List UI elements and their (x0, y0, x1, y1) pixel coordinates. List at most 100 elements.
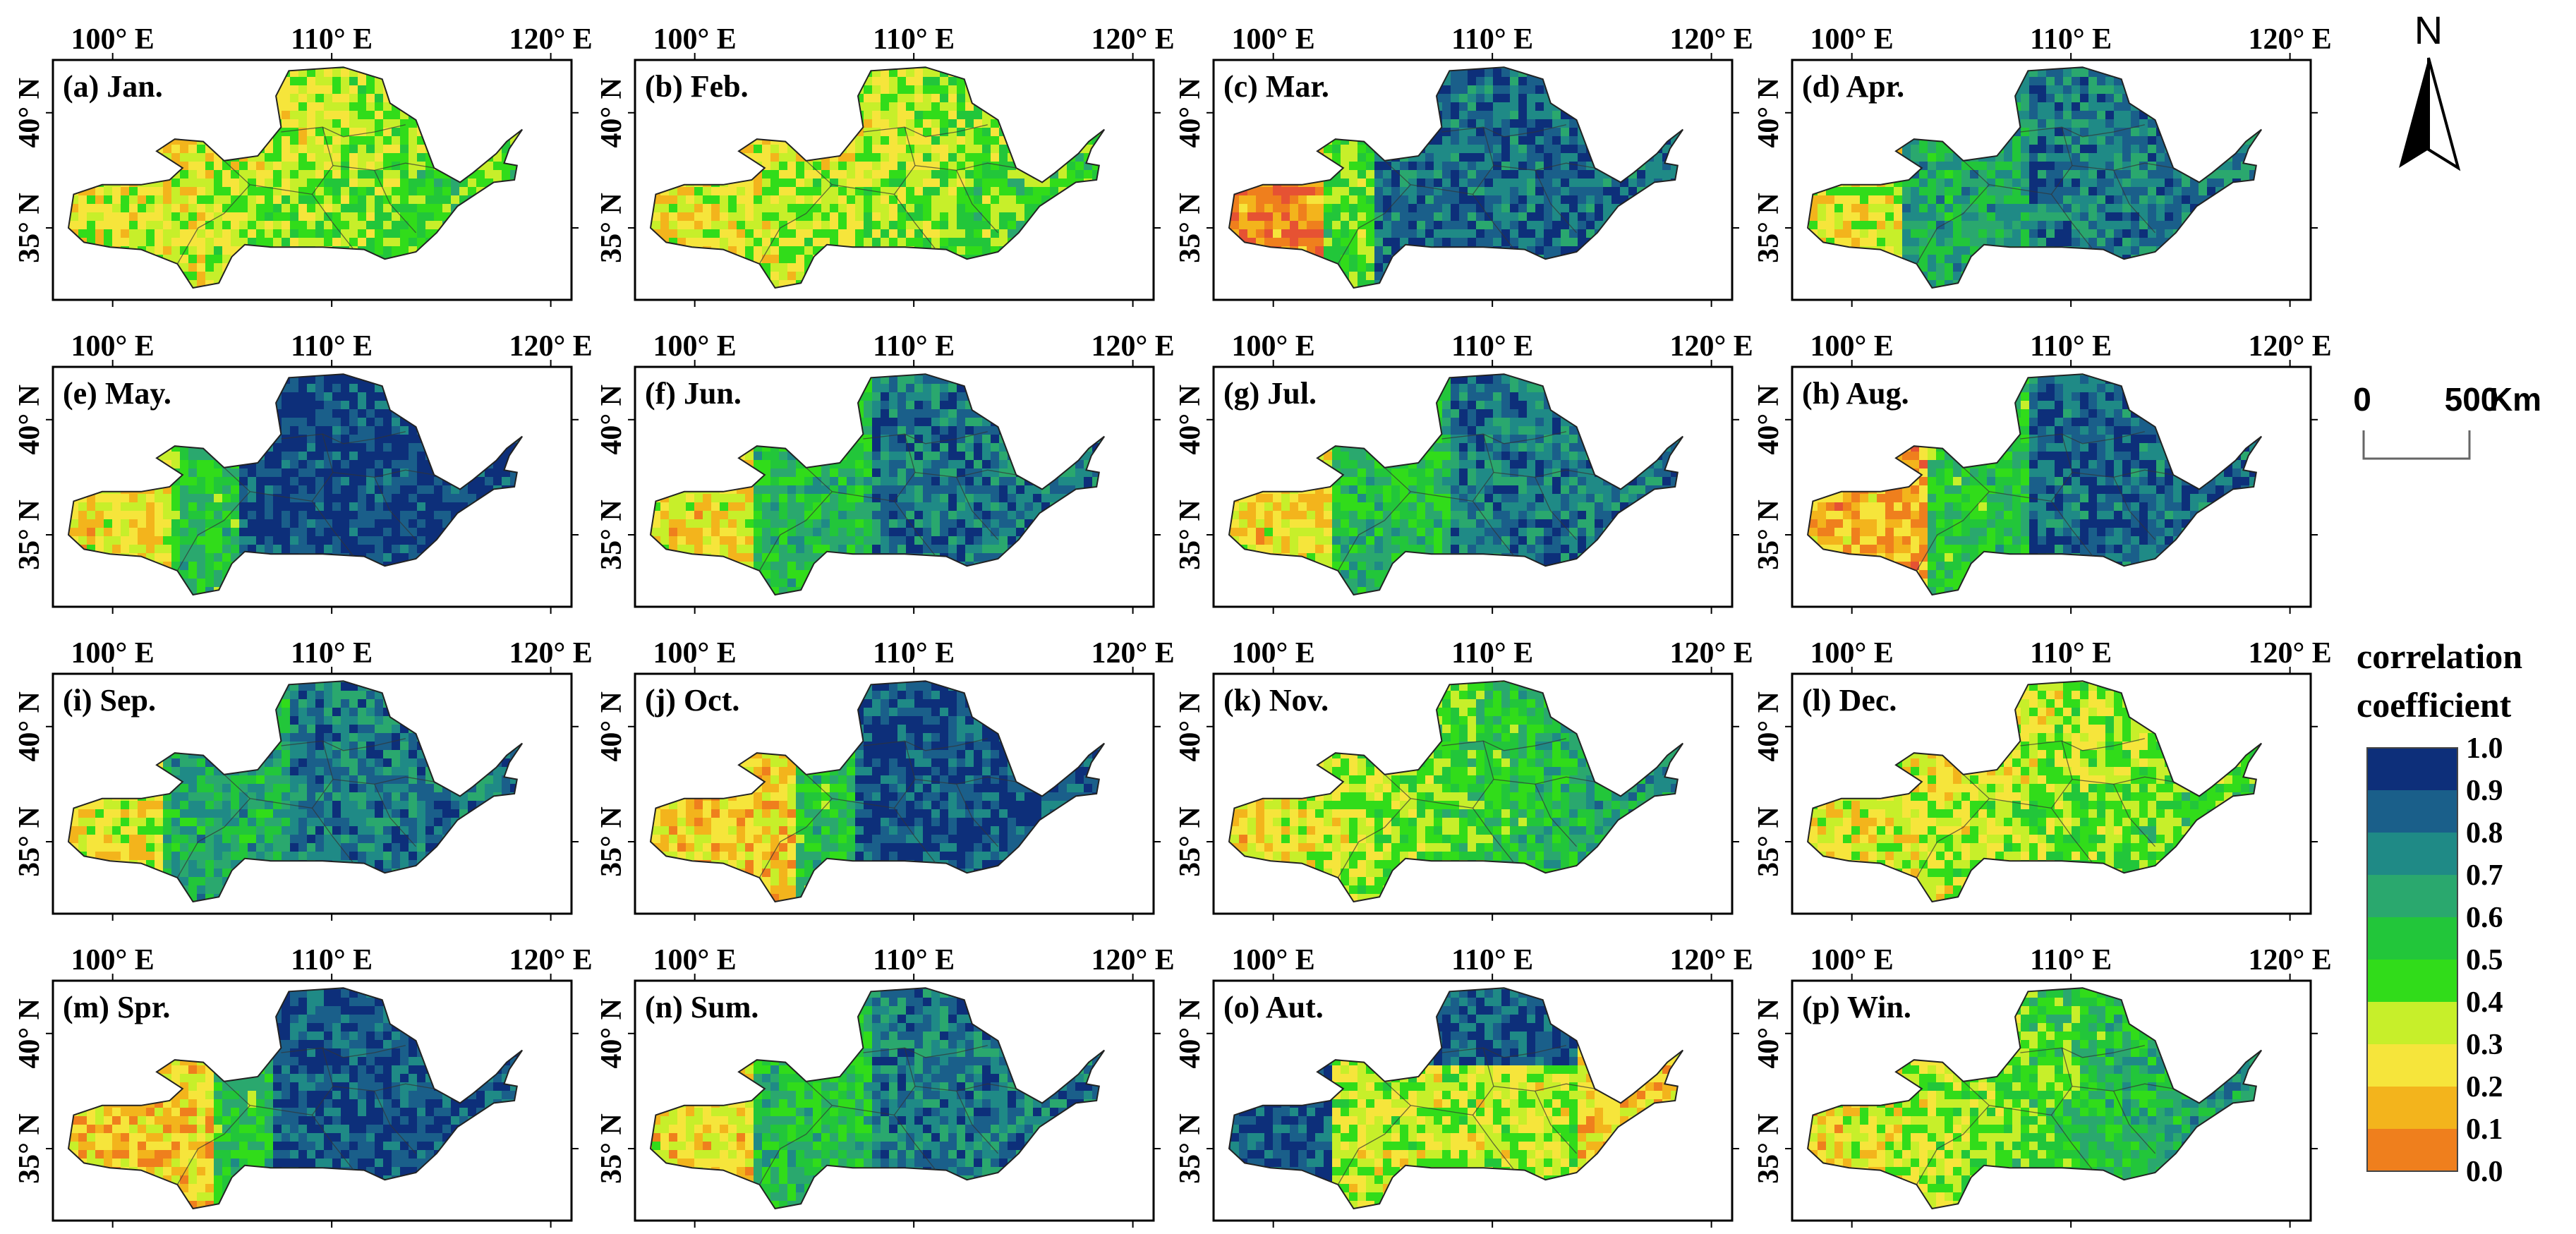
sub-basin-boundary (374, 784, 416, 847)
sub-basin-boundary (2020, 124, 2145, 138)
x-tick-label: 100° E (1810, 944, 1894, 976)
sub-basin-boundary (956, 477, 998, 540)
x-tick-label: 120° E (2248, 637, 2331, 670)
sub-basin-boundary (176, 798, 250, 878)
map-panel: 100° E 110° E 120° E 40° N 35° N (h) Aug. (1753, 330, 2332, 614)
x-tick-label: 110° E (291, 23, 373, 56)
sub-basin-boundary (956, 170, 998, 234)
sub-basin-boundary (1493, 776, 1595, 785)
sub-basin-boundary (1535, 784, 1577, 847)
legend-tick-label: 0.7 (2466, 859, 2503, 892)
x-tick-label: 110° E (2030, 330, 2112, 363)
sub-basin-boundary (2072, 1083, 2174, 1092)
basin-outline (1807, 373, 2263, 596)
legend-tick-label: 0.6 (2466, 902, 2503, 934)
panel-label: (k) Nov. (1223, 683, 1329, 718)
sub-basin-boundary (1384, 1081, 1473, 1116)
panel-label: (m) Spr. (63, 990, 170, 1024)
basin-outline (649, 373, 1106, 596)
y-tick-label: 40° N (595, 998, 628, 1069)
sub-basin-boundary (2113, 1091, 2155, 1154)
x-tick-label: 110° E (291, 944, 373, 976)
y-tick-label: 35° N (1753, 806, 1785, 877)
sub-basin-boundary (332, 776, 435, 785)
legend-color-bin (2367, 960, 2457, 1002)
sub-basin-boundary (956, 784, 998, 847)
x-tick-label: 120° E (1091, 944, 1174, 976)
y-tick-label: 35° N (13, 806, 46, 877)
basin-outline (67, 987, 524, 1210)
legend-tick-label: 0.5 (2466, 944, 2503, 976)
legend-color-bin (2367, 748, 2457, 790)
basin-outline (1807, 66, 2263, 289)
sub-basin-boundary (863, 124, 988, 138)
sub-basin-boundary (2020, 1045, 2145, 1058)
sub-basin-boundary (374, 477, 416, 540)
basin-outline (67, 66, 524, 289)
sub-basin-boundary (758, 491, 833, 571)
legend-title-line1: correlation (2357, 636, 2522, 676)
sub-basin-boundary (1441, 738, 1566, 751)
sub-basin-boundary (1963, 160, 2052, 195)
x-tick-label: 100° E (71, 330, 155, 363)
map-panel: 100° E 110° E 120° E 40° N 35° N (c) Mar. (1174, 23, 1753, 307)
sub-basin-boundary (2020, 738, 2145, 751)
x-tick-label: 100° E (71, 637, 155, 670)
x-tick-label: 110° E (291, 330, 373, 363)
x-tick-label: 100° E (71, 944, 155, 976)
north-arrow: N (2399, 8, 2461, 171)
x-tick-label: 120° E (1669, 637, 1753, 670)
sub-basin-boundary (956, 1091, 998, 1154)
y-tick-label: 40° N (1753, 385, 1785, 455)
x-tick-label: 120° E (2248, 330, 2331, 363)
x-tick-label: 120° E (509, 637, 592, 670)
map-panel: 100° E 110° E 120° E 40° N 35° N (d) Apr. (1753, 23, 2332, 307)
basin-outline (1228, 66, 1684, 289)
panel-label: (p) Win. (1802, 990, 1911, 1024)
sub-basin-boundary (1493, 162, 1595, 171)
legend-color-bin (2367, 833, 2457, 875)
x-tick-label: 110° E (2030, 23, 2112, 56)
y-tick-label: 40° N (13, 78, 46, 148)
x-tick-label: 110° E (2030, 637, 2112, 670)
scale-bar: 0 500 Km (2353, 381, 2541, 460)
map-panel: 100° E 110° E 120° E 40° N 35° N (a) Jan. (13, 23, 593, 307)
x-tick-label: 110° E (873, 23, 955, 56)
x-tick-label: 120° E (1091, 23, 1174, 56)
map-panel: 100° E 110° E 120° E 40° N 35° N (i) Sep. (13, 637, 593, 921)
x-tick-label: 120° E (1669, 23, 1753, 56)
x-tick-label: 100° E (1232, 637, 1315, 670)
x-tick-label: 110° E (873, 330, 955, 363)
basin-outline (1228, 987, 1684, 1210)
scale-bar-end-label: 500 (2445, 381, 2499, 418)
sub-basin-boundary (806, 1081, 895, 1116)
x-tick-label: 120° E (509, 23, 592, 56)
x-tick-label: 100° E (71, 23, 155, 56)
sub-basin-boundary (2113, 784, 2155, 847)
sub-basin-boundary (281, 738, 406, 751)
north-label: N (2414, 8, 2443, 52)
sub-basin-boundary (758, 1105, 833, 1185)
sub-basin-boundary (863, 431, 988, 444)
legend-tick-label: 0.1 (2466, 1113, 2503, 1146)
sub-basin-boundary (1441, 431, 1566, 444)
sub-basin-boundary (914, 776, 1017, 785)
sub-basin-boundary (806, 160, 895, 195)
sub-basin-boundary (1535, 1091, 1577, 1154)
map-panel: 100° E 110° E 120° E 40° N 35° N (g) Jul. (1174, 330, 1753, 614)
x-tick-label: 110° E (873, 637, 955, 670)
x-tick-label: 120° E (1091, 637, 1174, 670)
y-tick-label: 35° N (13, 500, 46, 570)
sub-basin-boundary (1384, 160, 1473, 195)
map-panel: 100° E 110° E 120° E 40° N 35° N (k) Nov. (1174, 637, 1753, 921)
sub-basin-boundary (224, 1081, 313, 1116)
x-tick-label: 100° E (1810, 330, 1894, 363)
x-tick-label: 110° E (1451, 637, 1533, 670)
sub-basin-boundary (1916, 184, 1990, 265)
y-tick-label: 40° N (1753, 998, 1785, 1069)
y-tick-label: 40° N (1753, 78, 1785, 148)
sub-basin-boundary (176, 491, 250, 571)
sub-basin-boundary (1963, 774, 2052, 809)
sub-basin-boundary (1441, 1045, 1566, 1058)
sub-basin-boundary (1916, 798, 1990, 878)
